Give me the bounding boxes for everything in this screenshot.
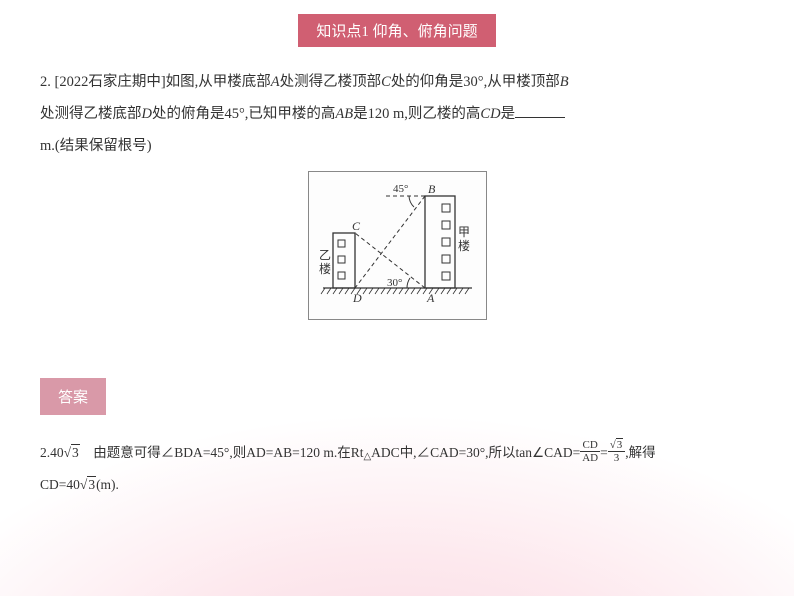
frac2-num: 3: [608, 439, 626, 452]
sqrt-icon: [64, 445, 71, 460]
s1m: =: [573, 445, 581, 460]
svg-text:C: C: [352, 219, 361, 233]
topic-title: 知识点1 仰角、俯角问题: [298, 14, 495, 47]
q-AB: AB: [335, 106, 353, 122]
svg-text:D: D: [352, 291, 362, 305]
frac2-den: 3: [608, 452, 626, 464]
frac2-num-sqrt: 3: [616, 438, 624, 451]
q-C: C: [381, 74, 391, 90]
svg-text:甲: 甲: [458, 225, 470, 239]
figure: BCDA45°30°甲楼乙楼: [308, 171, 487, 320]
s2b: =40: [59, 477, 80, 492]
s1h: ADC: [371, 445, 400, 460]
ans-value-sqrt: 3: [71, 444, 80, 460]
s1o: ,解得: [625, 445, 655, 460]
q-t7: m.(结果保留根号): [40, 138, 152, 154]
s1c: =45°,则: [203, 445, 246, 460]
s1d: AD: [246, 445, 266, 460]
svg-text:B: B: [428, 182, 436, 196]
header: 知识点1 仰角、俯角问题: [0, 0, 794, 47]
frac-sqrt3-3: 33: [608, 439, 626, 464]
s1k: =30°,所以tan∠: [459, 445, 544, 460]
s2a: CD: [40, 477, 59, 492]
q-t4: 处的俯角是45°,已知甲楼的高: [152, 106, 335, 122]
svg-text:楼: 楼: [458, 238, 470, 253]
q-prefix: 2. [2022石家庄期中]如图,从甲楼底部: [40, 74, 271, 90]
s2sqrt: 3: [87, 476, 96, 492]
question-text: 2. [2022石家庄期中]如图,从甲楼底部A处测得乙楼顶部C处的仰角是30°,…: [0, 47, 794, 163]
q-t2: 处的仰角是30°,从甲楼顶部: [391, 74, 560, 90]
svg-text:30°: 30°: [387, 277, 402, 289]
svg-text:乙: 乙: [319, 248, 331, 262]
q-CD: CD: [480, 106, 500, 122]
answer-body: 2.403 由题意可得∠BDA=45°,则AD=AB=120 m.在Rt△ADC…: [0, 415, 794, 502]
svg-text:A: A: [426, 291, 435, 305]
frac1-num: CD: [580, 439, 600, 452]
q-A: A: [271, 74, 280, 90]
q-t1: 处测得乙楼顶部: [280, 74, 382, 90]
frac-cd-ad: CDAD: [580, 439, 600, 464]
answer-label: 答案: [40, 378, 106, 415]
s1n: =: [600, 445, 608, 460]
q-D: D: [142, 106, 152, 122]
q-B: B: [560, 74, 569, 90]
q-t5: 是120 m,则乙楼的高: [353, 106, 480, 122]
ans-value-prefix: 2.40: [40, 445, 64, 460]
s2c: (m).: [96, 477, 119, 492]
q-t6: 是: [501, 106, 516, 122]
svg-text:楼: 楼: [319, 261, 331, 276]
sqrt-icon-2: [610, 439, 616, 451]
s1l: CAD: [544, 445, 573, 460]
figure-svg: BCDA45°30°甲楼乙楼: [315, 178, 480, 308]
q-t3: 处测得乙楼底部: [40, 106, 142, 122]
s1f: AB: [273, 445, 292, 460]
figure-container: BCDA45°30°甲楼乙楼: [0, 171, 794, 320]
blank-fill: [515, 103, 565, 118]
svg-text:45°: 45°: [393, 183, 408, 195]
s1i: 中,∠: [400, 445, 430, 460]
s1a: 由题意可得∠: [93, 445, 174, 460]
s1g: =120 m.在Rt: [292, 445, 363, 460]
frac1-den: AD: [580, 452, 600, 464]
s1b: BDA: [174, 445, 203, 460]
s1j: CAD: [430, 445, 459, 460]
